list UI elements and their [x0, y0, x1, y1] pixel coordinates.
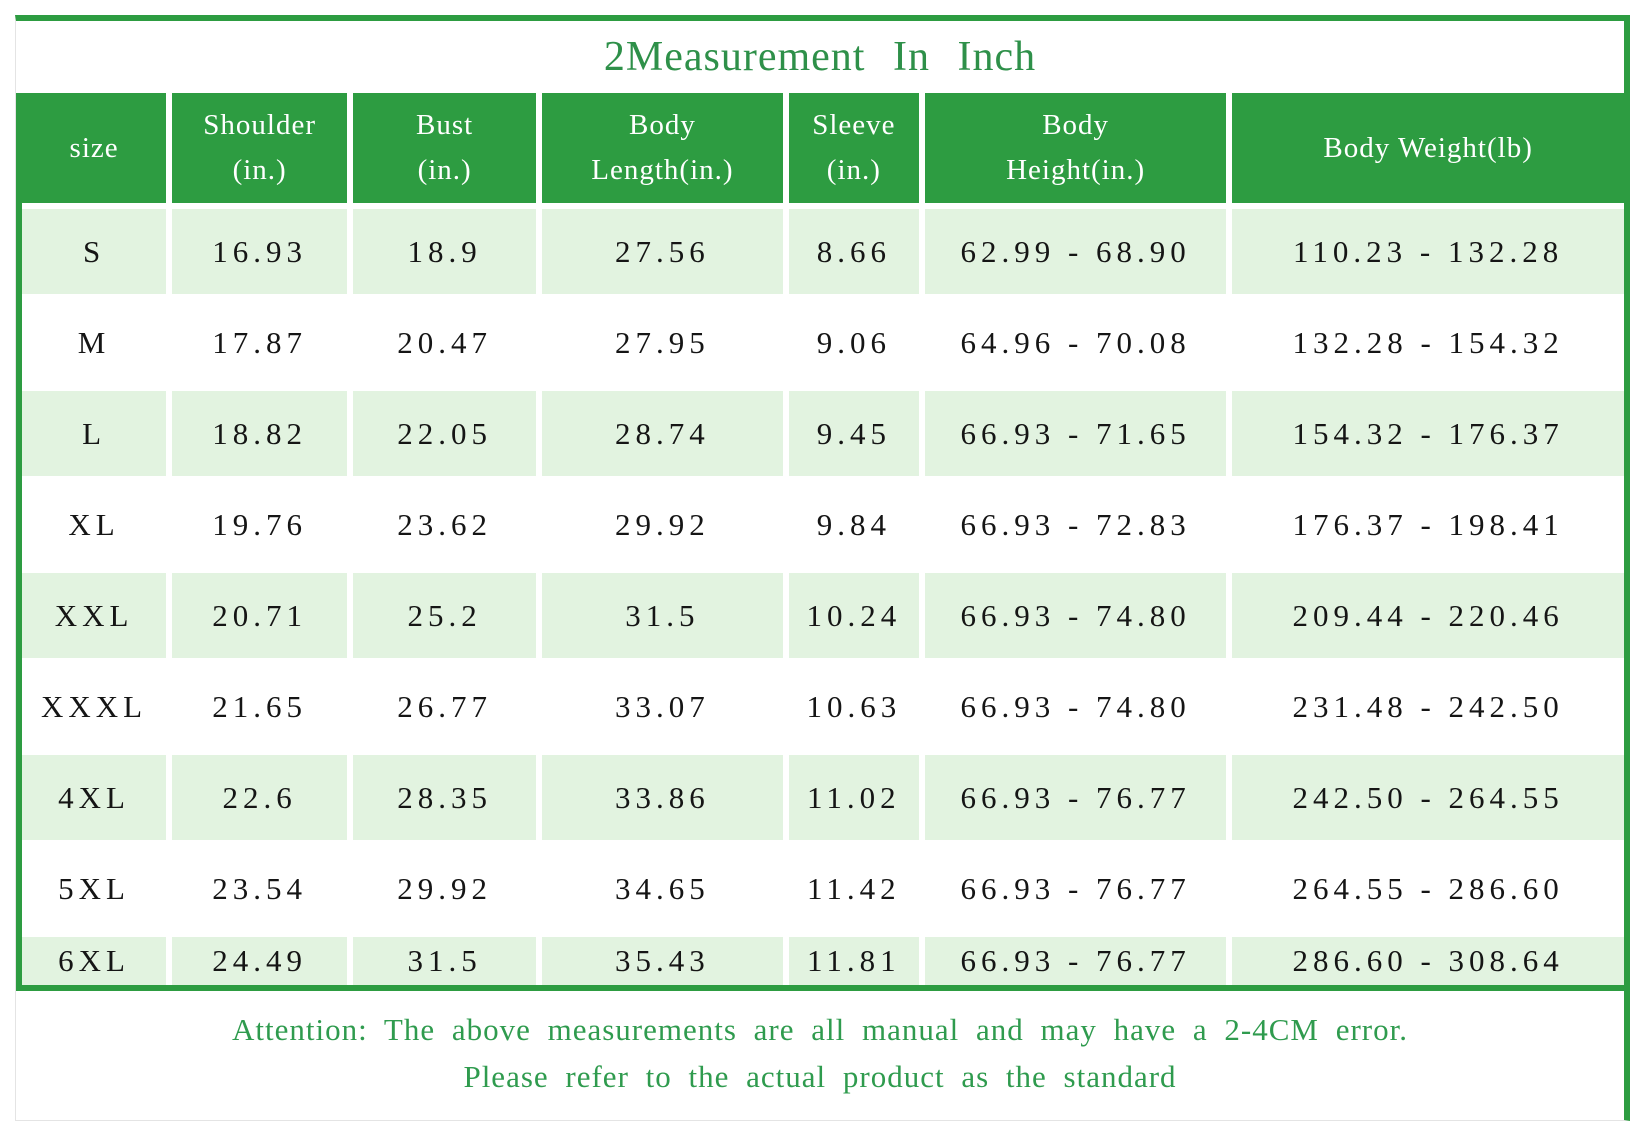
- value-cell: 11.02: [788, 755, 919, 840]
- header-label: Bust: [416, 109, 474, 141]
- value-cell: 34.65: [542, 846, 783, 931]
- header-label: Sleeve: [812, 109, 896, 141]
- value-cell: 66.93 - 74.80: [924, 573, 1227, 658]
- header-label: size: [69, 131, 119, 164]
- attention-note: Attention: The above measurements are al…: [16, 991, 1624, 1120]
- header-label: Body Weight(lb): [1323, 131, 1533, 164]
- value-cell: 27.56: [542, 209, 783, 294]
- value-cell: 66.93 - 74.80: [924, 664, 1227, 749]
- value-cell: 28.35: [353, 755, 537, 840]
- value-cell: 31.5: [542, 573, 783, 658]
- page-title: 2Measurement In Inch: [603, 34, 1037, 80]
- size-table: size Shoulder (in.) Bust (in.) Body Length(…: [16, 93, 1624, 991]
- header-cell-body-height: Body Height(in.): [924, 93, 1227, 203]
- attention-line-1: Attention: The above measurements are al…: [231, 1012, 1408, 1047]
- value-cell: 20.47: [353, 300, 537, 385]
- value-cell: 132.28 - 154.32: [1232, 300, 1624, 385]
- header-cell-size: size: [22, 93, 167, 203]
- value-cell: 9.45: [788, 391, 919, 476]
- value-cell: 176.37 - 198.41: [1232, 482, 1624, 567]
- size-cell: XXXL: [22, 664, 167, 749]
- size-cell: S: [22, 209, 167, 294]
- value-cell: 27.95: [542, 300, 783, 385]
- header-cell-sleeve: Sleeve (in.): [788, 93, 919, 203]
- value-cell: 16.93: [172, 209, 348, 294]
- value-cell: 33.07: [542, 664, 783, 749]
- value-cell: 154.32 - 176.37: [1232, 391, 1624, 476]
- value-cell: 25.2: [353, 573, 537, 658]
- value-cell: 66.93 - 76.77: [924, 755, 1227, 840]
- value-cell: 17.87: [172, 300, 348, 385]
- value-cell: 22.05: [353, 391, 537, 476]
- value-cell: 23.54: [172, 846, 348, 931]
- value-cell: 22.6: [172, 755, 348, 840]
- value-cell: 264.55 - 286.60: [1232, 846, 1624, 931]
- value-cell: 8.66: [788, 209, 919, 294]
- value-cell: 21.65: [172, 664, 348, 749]
- header-cell-bust: Bust (in.): [353, 93, 537, 203]
- value-cell: 18.82: [172, 391, 348, 476]
- value-cell: 11.42: [788, 846, 919, 931]
- value-cell: 10.63: [788, 664, 919, 749]
- size-cell: XXL: [22, 573, 167, 658]
- value-cell: 19.76: [172, 482, 348, 567]
- value-cell: 66.93 - 76.77: [924, 846, 1227, 931]
- size-cell: 5XL: [22, 846, 167, 931]
- value-cell: 33.86: [542, 755, 783, 840]
- title-bar: 2Measurement In Inch: [16, 21, 1624, 93]
- value-cell: 11.81: [788, 937, 919, 985]
- value-cell: 66.93 - 71.65: [924, 391, 1227, 476]
- value-cell: 18.9: [353, 209, 537, 294]
- size-cell: M: [22, 300, 167, 385]
- value-cell: 209.44 - 220.46: [1232, 573, 1624, 658]
- value-cell: 28.74: [542, 391, 783, 476]
- header-label: Body: [628, 109, 696, 141]
- value-cell: 9.84: [788, 482, 919, 567]
- value-cell: 31.5: [353, 937, 537, 985]
- value-cell: 29.92: [542, 482, 783, 567]
- header-sublabel: Height(in.): [1006, 154, 1146, 186]
- value-cell: 64.96 - 70.08: [924, 300, 1227, 385]
- value-cell: 286.60 - 308.64: [1232, 937, 1624, 985]
- header-label: Body: [1042, 109, 1110, 141]
- header-cell-body-length: Body Length(in.): [542, 93, 783, 203]
- value-cell: 110.23 - 132.28: [1232, 209, 1624, 294]
- size-cell: 4XL: [22, 755, 167, 840]
- value-cell: 26.77: [353, 664, 537, 749]
- header-cell-body-weight: Body Weight(lb): [1232, 93, 1624, 203]
- value-cell: 62.99 - 68.90: [924, 209, 1227, 294]
- value-cell: 35.43: [542, 937, 783, 985]
- header-sublabel: Length(in.): [591, 154, 734, 186]
- header-sublabel: (in.): [232, 154, 287, 186]
- value-cell: 9.06: [788, 300, 919, 385]
- size-chart-panel: 2Measurement In Inch size Shoulder (in.) …: [15, 15, 1630, 1121]
- value-cell: 242.50 - 264.55: [1232, 755, 1624, 840]
- attention-line-2: Please refer to the actual product as th…: [463, 1059, 1177, 1094]
- value-cell: 231.48 - 242.50: [1232, 664, 1624, 749]
- header-sublabel: (in.): [826, 154, 881, 186]
- value-cell: 23.62: [353, 482, 537, 567]
- header-cell-shoulder: Shoulder (in.): [172, 93, 348, 203]
- header-sublabel: (in.): [417, 154, 472, 186]
- value-cell: 24.49: [172, 937, 348, 985]
- header-label: Shoulder: [203, 109, 317, 141]
- size-table-grid: size Shoulder (in.) Bust (in.) Body Length(…: [22, 93, 1624, 985]
- size-cell: 6XL: [22, 937, 167, 985]
- size-cell: L: [22, 391, 167, 476]
- value-cell: 10.24: [788, 573, 919, 658]
- value-cell: 66.93 - 76.77: [924, 937, 1227, 985]
- value-cell: 29.92: [353, 846, 537, 931]
- size-cell: XL: [22, 482, 167, 567]
- value-cell: 66.93 - 72.83: [924, 482, 1227, 567]
- value-cell: 20.71: [172, 573, 348, 658]
